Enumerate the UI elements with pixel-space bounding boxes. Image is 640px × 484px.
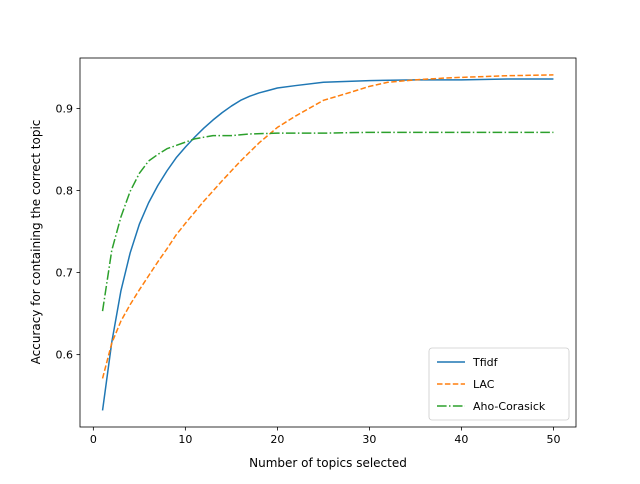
x-tick-label: 40	[454, 433, 468, 446]
x-axis-label: Number of topics selected	[249, 456, 407, 470]
legend-box	[428, 347, 570, 421]
axes-layer: 0 10 20 30 40 50 0.6 0.7 0.8 0.9	[56, 57, 577, 446]
x-tick-label: 0	[90, 433, 97, 446]
series-layer	[101, 74, 554, 411]
y-tick-label: 0.7	[56, 267, 74, 280]
axes-frame	[79, 57, 577, 428]
legend-label: LAC	[473, 378, 495, 391]
series-line-lac	[101, 74, 554, 379]
legend-label: Aho-Corasick	[473, 400, 546, 413]
x-tick-label: 20	[270, 433, 284, 446]
legend-label: Tfidf	[472, 356, 499, 369]
x-tick-label: 50	[546, 433, 560, 446]
series-line-tfidf	[101, 78, 554, 411]
y-tick-label: 0.9	[56, 103, 74, 116]
y-axis-label: Accuracy for containing the correct topi…	[29, 120, 43, 365]
x-tick-label: 30	[362, 433, 376, 446]
y-tick-label: 0.6	[56, 349, 74, 362]
series-line-aho-corasick	[101, 131, 554, 312]
x-tick-label: 10	[178, 433, 192, 446]
legend: Tfidf LAC Aho-Corasick	[428, 347, 570, 421]
y-tick-label: 0.8	[56, 185, 74, 198]
